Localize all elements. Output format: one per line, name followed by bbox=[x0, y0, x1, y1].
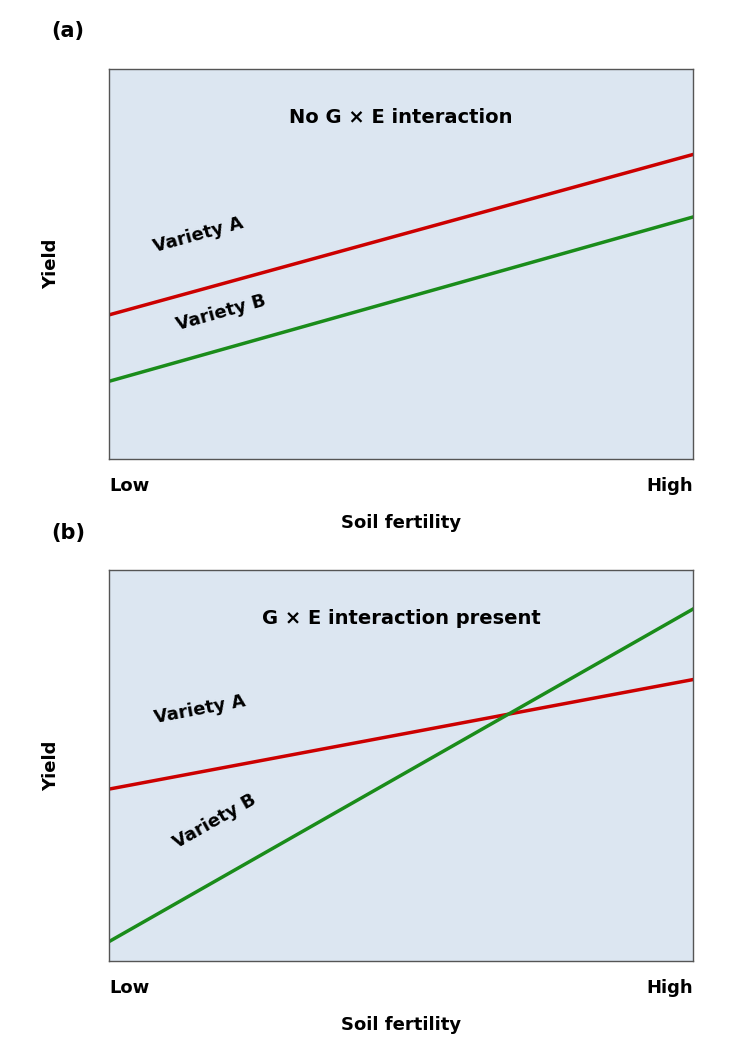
Text: Variety A: Variety A bbox=[152, 692, 247, 727]
Text: (b): (b) bbox=[51, 523, 85, 543]
Text: High: High bbox=[646, 477, 693, 495]
Text: Soil fertility: Soil fertility bbox=[341, 514, 461, 532]
Text: (a): (a) bbox=[51, 21, 84, 41]
Text: Variety B: Variety B bbox=[174, 291, 268, 335]
Text: Yield: Yield bbox=[42, 740, 60, 791]
Text: High: High bbox=[646, 979, 693, 997]
Text: Soil fertility: Soil fertility bbox=[341, 1016, 461, 1034]
Text: G × E interaction present: G × E interaction present bbox=[262, 609, 540, 628]
Text: Variety A: Variety A bbox=[151, 214, 246, 257]
Text: Yield: Yield bbox=[42, 239, 60, 289]
Text: Low: Low bbox=[109, 477, 149, 495]
Text: Variety B: Variety B bbox=[171, 790, 260, 851]
Text: Low: Low bbox=[109, 979, 149, 997]
Text: No G × E interaction: No G × E interaction bbox=[289, 108, 512, 127]
